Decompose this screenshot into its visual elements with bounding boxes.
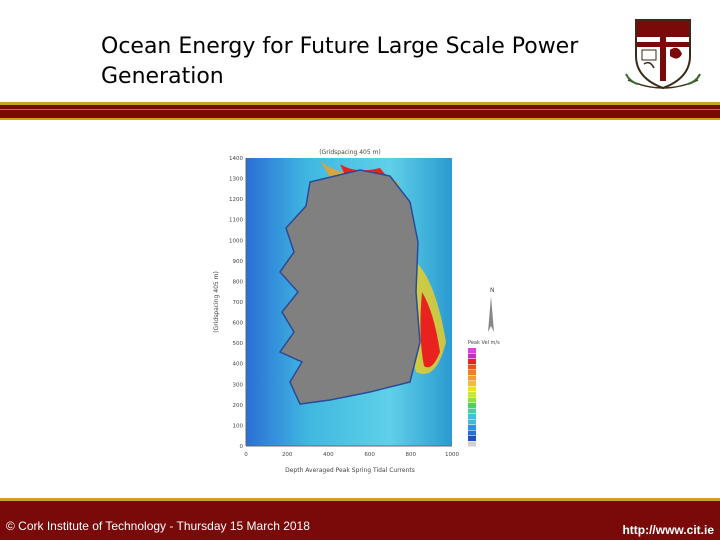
- legend-swatch: [468, 392, 476, 397]
- legend-swatch: [468, 364, 476, 370]
- slide-title-line1: Ocean Energy for Future Large Scale Powe…: [101, 34, 579, 59]
- legend-swatch: [468, 359, 476, 364]
- legend-swatch: [468, 436, 476, 441]
- legend-swatch: [468, 403, 476, 408]
- x-axis-label: Depth Averaged Peak Spring Tidal Current…: [285, 467, 415, 474]
- x-tick-label: 600: [364, 452, 375, 458]
- y-tick-label: 1000: [229, 238, 243, 244]
- map-header: (Gridspacing 405 m): [319, 149, 381, 156]
- x-tick-labels: 0 200 400 600 800 1000: [244, 452, 459, 458]
- college-crest-logo: [625, 19, 701, 90]
- y-tick-label: 300: [233, 382, 244, 388]
- velocity-legend: [468, 348, 476, 447]
- y-tick-label: 1100: [229, 218, 243, 224]
- y-tick-label: 0: [240, 444, 244, 450]
- y-tick-label: 500: [233, 341, 244, 347]
- legend-swatch: [468, 425, 476, 430]
- x-tick-label: 1000: [445, 452, 459, 458]
- y-tick-label: 700: [233, 300, 244, 306]
- footer-copyright: © Cork Institute of Technology - Thursda…: [6, 519, 310, 533]
- legend-swatch: [468, 386, 476, 392]
- footer-bar: © Cork Institute of Technology - Thursda…: [0, 498, 720, 540]
- legend-swatch: [468, 441, 476, 447]
- footer-url-link[interactable]: http://www.cit.ie: [622, 523, 714, 537]
- y-tick-label: 400: [233, 362, 244, 368]
- x-tick-label: 200: [282, 452, 293, 458]
- legend-swatch: [468, 397, 476, 403]
- legend-swatch: [468, 370, 476, 375]
- x-tick-label: 800: [406, 452, 417, 458]
- ireland-landmass: [278, 169, 421, 405]
- legend-title: Peak Vel m/s: [468, 340, 500, 346]
- legend-swatch: [468, 381, 476, 386]
- y-tick-label: 100: [233, 423, 244, 429]
- x-tick-label: 0: [244, 452, 248, 458]
- legend-swatch: [468, 414, 476, 419]
- legend-swatch: [468, 419, 476, 425]
- slide-title: Ocean Energy for Future Large Scale Powe…: [101, 32, 601, 92]
- y-tick-label: 800: [233, 279, 244, 285]
- legend-swatch: [468, 375, 476, 381]
- legend-swatch: [468, 353, 476, 359]
- legend-swatch: [468, 348, 476, 353]
- slide-title-line2: Generation: [101, 64, 224, 89]
- east-current-core: [420, 292, 440, 368]
- y-axis-label: (Gridspacing 405 m): [213, 271, 220, 333]
- y-tick-label: 600: [233, 321, 244, 327]
- y-tick-label: 1200: [229, 197, 243, 203]
- y-tick-label: 1300: [229, 177, 243, 183]
- north-label: N: [490, 287, 495, 294]
- y-tick-label: 200: [233, 403, 244, 409]
- tidal-current-map: (Gridspacing 405 m) 14001300120011001000…: [213, 149, 500, 474]
- north-arrow-icon: [488, 296, 494, 332]
- y-tick-labels: 1400130012001100100090080070060050040030…: [229, 156, 244, 450]
- x-tick-label: 400: [323, 452, 334, 458]
- legend-swatch: [468, 430, 476, 436]
- y-tick-label: 1400: [229, 156, 243, 162]
- header-divider-bar: [0, 102, 720, 120]
- legend-swatch: [468, 408, 476, 414]
- y-tick-label: 900: [233, 259, 244, 265]
